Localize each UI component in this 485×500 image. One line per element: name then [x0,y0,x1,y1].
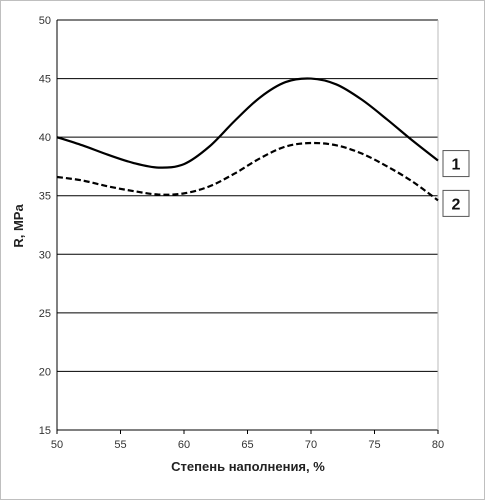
x-tick-label: 80 [432,439,444,451]
legend: 12 [442,150,470,217]
legend-label: 1 [452,157,461,174]
x-tick-label: 55 [114,439,126,451]
legend-box [442,150,470,178]
y-tick-label: 45 [39,74,51,86]
x-tick-label: 75 [368,439,380,451]
legend-label: 2 [452,196,461,213]
y-tick-label: 15 [39,425,51,437]
x-axis-title: Степень наполнения, % [171,459,325,474]
series-lines [56,77,439,202]
legend-box [442,189,470,217]
plot-area [56,20,439,430]
y-axis-title: R, MPa [11,204,26,248]
y-tick-label: 30 [39,249,51,261]
x-tick-label: 65 [241,439,253,451]
legend-item-2: 2 [442,189,470,217]
y-tick-label: 20 [39,366,51,378]
y-tick-label: 50 [39,15,51,27]
y-tick-label: 40 [39,132,51,144]
y-axis-ticks: 15 20 25 30 35 40 45 50 [39,15,51,437]
x-tick-label: 60 [178,439,190,451]
legend-item-1: 1 [442,150,470,178]
y-tick-label: 25 [39,308,51,320]
series-line-2 [56,141,439,202]
x-tick-label: 50 [51,439,63,451]
grid-lines [57,19,438,431]
x-axis-ticks: 50 55 60 65 70 75 80 [51,430,444,451]
x-tick-label: 70 [305,439,317,451]
y-tick-label: 35 [39,191,51,203]
series-line-1 [56,77,439,169]
